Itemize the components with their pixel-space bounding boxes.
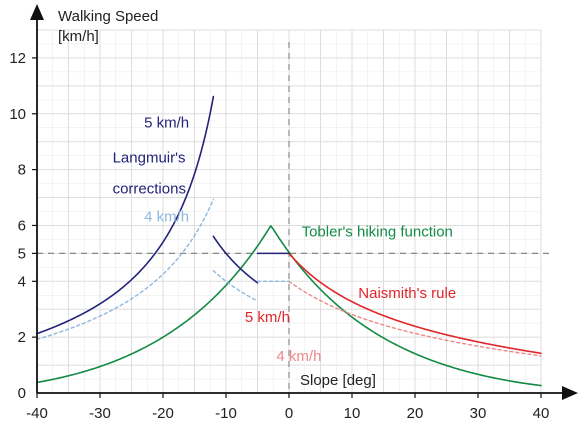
x-tick-label: -30 <box>89 405 111 422</box>
x-tick-label: 0 <box>285 405 293 422</box>
annotation-naismith: Naismith's rule <box>358 285 456 302</box>
y-tick-label: 10 <box>9 106 26 123</box>
y-axis-label: Walking Speed <box>58 8 158 25</box>
series-langmuir_5_left <box>36 95 215 335</box>
series-naismith_5 <box>288 252 542 355</box>
annotation-langmuir_4: 4 km/h <box>144 208 189 225</box>
annotation-langmuir_title_2: corrections <box>113 180 186 197</box>
y-tick-label: 4 <box>18 273 26 290</box>
y-origin-label: 0 <box>18 385 26 402</box>
x-axis-arrow-icon <box>562 386 578 400</box>
y-tick-label: 8 <box>18 162 26 179</box>
x-tick-label: 30 <box>470 405 487 422</box>
x-tick-label: 10 <box>344 405 361 422</box>
series-langmuir_4_mid <box>212 269 259 302</box>
y-tick-label: 6 <box>18 217 26 234</box>
annotation-naismith_5: 5 km/h <box>245 309 290 326</box>
annotation-langmuir_5: 5 km/h <box>144 115 189 132</box>
annotations: Tobler's hiking function Naismith's rule 5… <box>113 115 457 365</box>
x-tick-label: -10 <box>215 405 237 422</box>
axis-labels: Walking Speed [km/h] Slope [deg] <box>58 8 376 389</box>
reference-lines <box>37 42 551 393</box>
annotation-tobler: Tobler's hiking function <box>302 224 453 241</box>
y-axis-label: [km/h] <box>58 28 99 45</box>
x-axis-label: Slope [deg] <box>300 372 376 389</box>
y-axis-arrow-icon <box>30 4 44 20</box>
annotation-naismith_4: 4 km/h <box>276 348 321 365</box>
series-lines <box>36 95 542 387</box>
series-langmuir_4_left <box>36 198 215 341</box>
x-tick-label: 20 <box>407 405 424 422</box>
y-tick-label: 5 <box>18 245 26 262</box>
y-tick-label: 2 <box>18 329 26 346</box>
annotation-langmuir_title_1: Langmuir's <box>113 150 186 167</box>
x-tick-label: -20 <box>152 405 174 422</box>
x-tick-label: 40 <box>533 405 550 422</box>
series-tobler <box>36 225 542 387</box>
series-naismith_4 <box>288 280 542 357</box>
tick-labels: -40 -30 -20 -10 0 10 20 30 40 2 4 5 6 8 10 12 0 <box>9 50 549 422</box>
x-tick-label: -40 <box>26 405 48 422</box>
series-langmuir_5_mid <box>212 235 259 284</box>
axes <box>30 4 578 400</box>
y-tick-label: 12 <box>9 50 26 67</box>
